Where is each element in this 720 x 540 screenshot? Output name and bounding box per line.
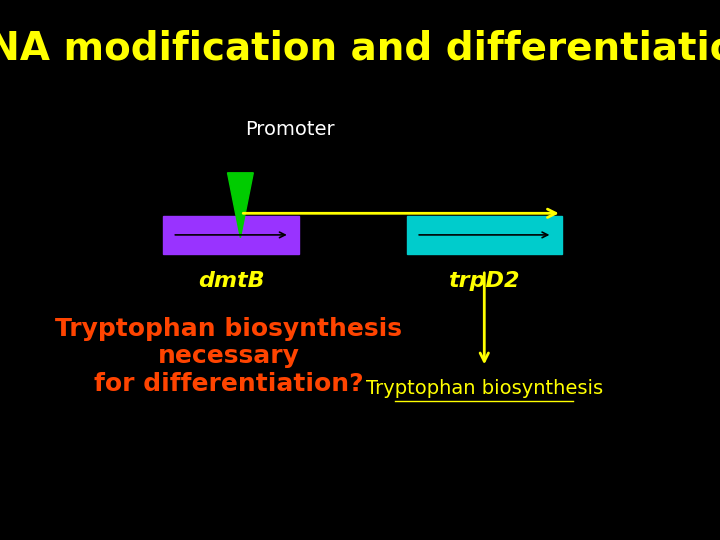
FancyBboxPatch shape: [163, 216, 299, 254]
Polygon shape: [228, 173, 253, 238]
Text: Tryptophan biosynthesis
necessary
for differentiation?: Tryptophan biosynthesis necessary for di…: [55, 316, 402, 396]
FancyBboxPatch shape: [407, 216, 562, 254]
Text: DNA modification and differentiation: DNA modification and differentiation: [0, 30, 720, 68]
Text: Tryptophan biosynthesis: Tryptophan biosynthesis: [366, 379, 603, 399]
Text: Promoter: Promoter: [245, 120, 335, 139]
Text: dmtB: dmtB: [198, 271, 264, 291]
Text: trpD2: trpD2: [449, 271, 520, 291]
